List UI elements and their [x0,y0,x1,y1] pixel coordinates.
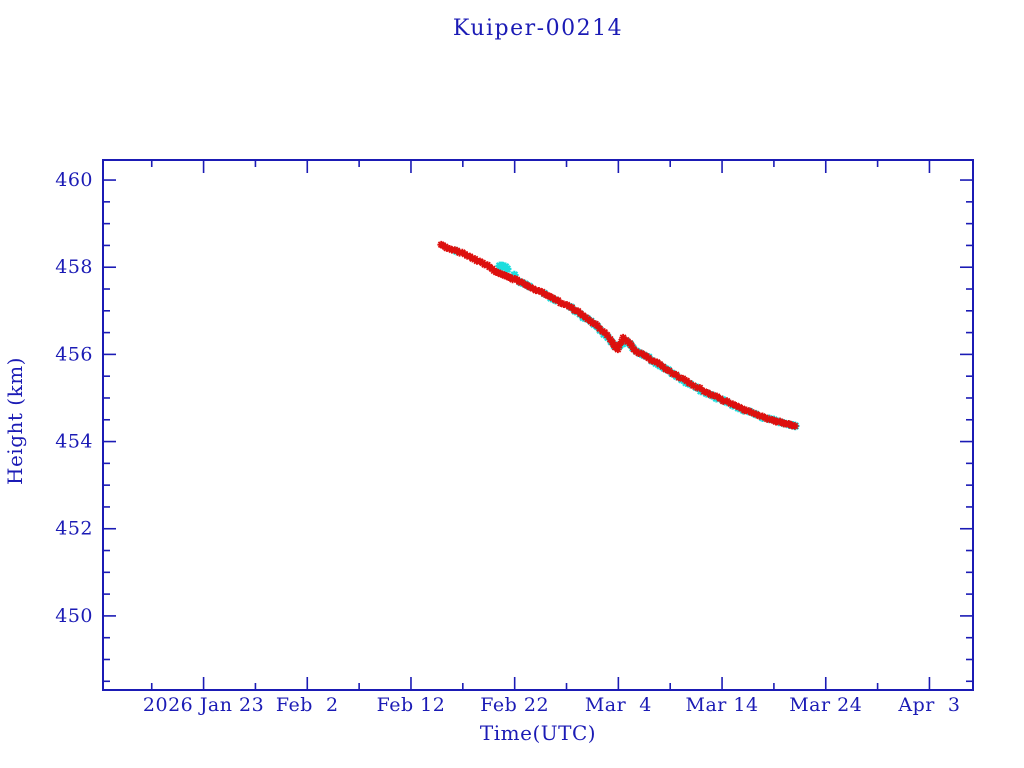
x-tick-label: 2026 Jan 23 [143,694,264,716]
x-tick-label: Mar 24 [789,694,862,716]
plot-frame [102,159,974,691]
x-tick-label: Mar 4 [585,694,652,716]
y-tick-label: 460 [55,169,93,191]
y-tick-label: 454 [55,431,93,453]
y-tick-label: 456 [55,343,93,365]
axis-ticks [103,160,973,690]
red-series-markers [437,240,799,430]
red-asterisk-markers [437,240,799,430]
x-tick-label: Feb 2 [276,694,339,716]
chart-title: Kuiper-00214 [452,16,624,41]
x-tick-label: Feb 22 [480,694,549,716]
x-tick-label: Apr 3 [897,694,960,716]
y-tick-label: 458 [55,256,93,278]
x-axis-label: Time(UTC) [479,721,597,745]
x-tick-label: Feb 12 [377,694,446,716]
y-tick-label: 450 [55,605,93,627]
y-tick-label: 452 [55,518,93,540]
x-tick-label: Mar 14 [686,694,759,716]
y-tick-labels: 450 452 454 456 458 460 [55,169,93,627]
x-tick-labels: 2026 Jan 23 Feb 2 Feb 12 Feb 22 Mar 4 Mar 14 M… [143,694,960,716]
